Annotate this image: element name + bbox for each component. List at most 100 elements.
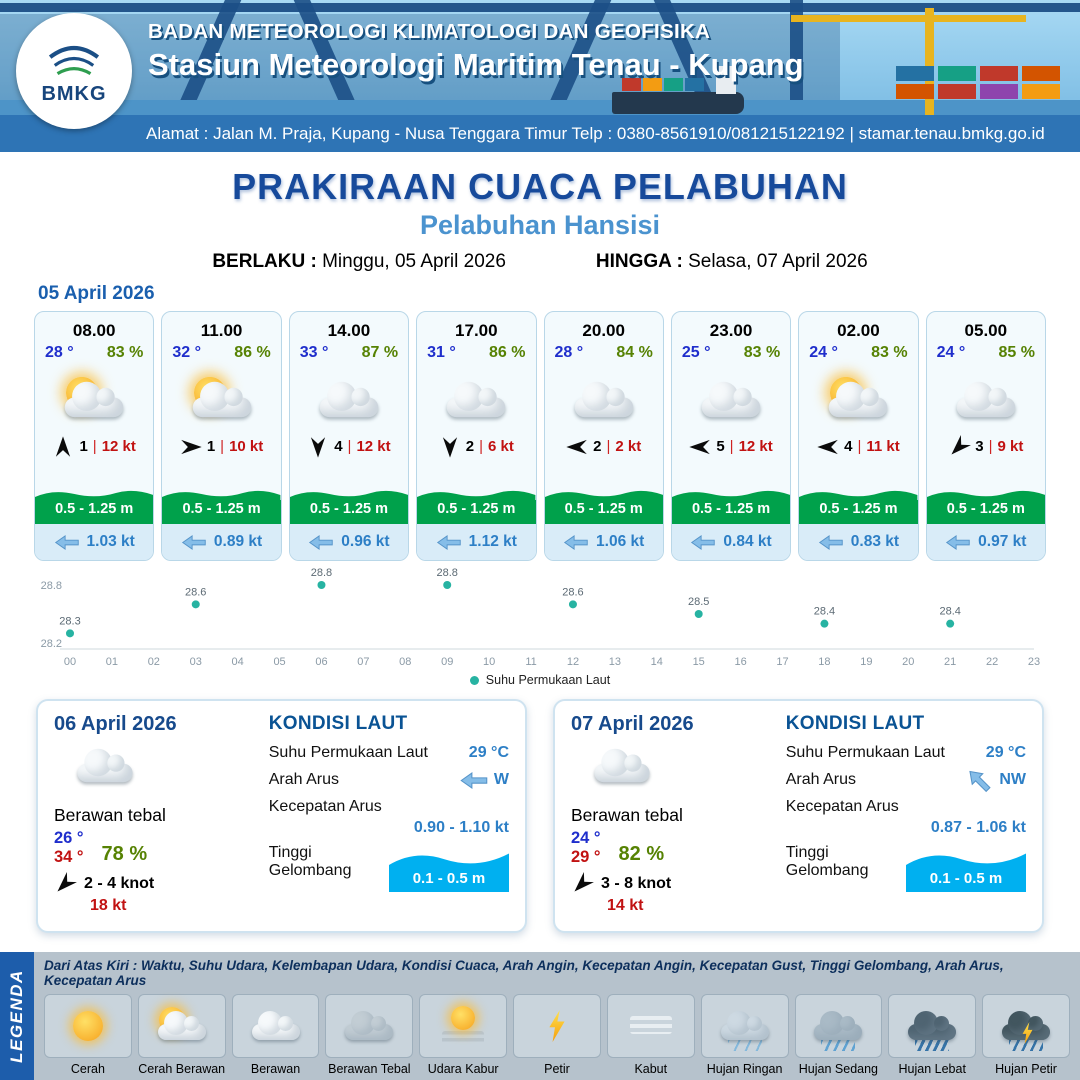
daily-wind-range: 2 - 4 knot — [84, 875, 155, 892]
bolt-part — [549, 1010, 565, 1042]
svg-text:15: 15 — [693, 656, 705, 668]
current-direction-label: Arah Arus — [268, 771, 340, 788]
legend-dot — [469, 675, 479, 685]
wind-direction-arrow — [817, 439, 838, 454]
card-weather-icon-area — [545, 362, 663, 438]
current-row: 0.89 kt — [162, 524, 281, 560]
cloud-part — [814, 1011, 863, 1040]
cloud-part — [157, 1011, 206, 1040]
card-time: 23.00 — [709, 321, 753, 340]
wave-height-band: 0.5 - 1.25 m — [544, 488, 663, 524]
legend-item: Berawan Tebal — [325, 994, 414, 1076]
chart-legend: Suhu Permukaan Laut — [30, 673, 1050, 687]
cloud-part — [77, 748, 133, 783]
svg-text:17: 17 — [776, 656, 788, 668]
divider: | — [479, 438, 483, 455]
crane-icon — [791, 15, 1026, 22]
legend-icon-tile — [137, 994, 226, 1058]
cloud-part — [720, 1011, 769, 1040]
forecast-cards-row: 08.00 28 ° 83 % 1 | 12 kt — [0, 311, 1080, 561]
header-text: BADAN METEOROLOGI KLIMATOLOGI DAN GEOFIS… — [148, 20, 804, 83]
svg-text:28.2: 28.2 — [41, 638, 62, 650]
svg-text:14: 14 — [651, 656, 663, 668]
current-direction-arrow — [460, 771, 488, 789]
cloud-part — [574, 381, 633, 418]
sst-label: Suhu Permukaan Laut — [268, 744, 428, 761]
card-wind-row: 3 | 9 kt — [927, 434, 1045, 455]
wave-height-row: Tinggi Gelombang 0.1 - 0.5 m — [786, 844, 1026, 892]
current-speed-range: 0.87 - 1.06 kt — [930, 819, 1026, 836]
legend-items-row: Cerah Cerah Berawan Berawan — [44, 994, 1070, 1076]
card-time: 05.00 — [964, 321, 1008, 340]
card-temp-humidity-row: 25 ° 83 % — [672, 341, 790, 362]
current-direction-arrow — [309, 534, 334, 550]
wind-gust: 2 kt — [615, 438, 642, 455]
legend-item: Cerah Berawan — [137, 994, 226, 1076]
wave-height-band: 0.5 - 1.25 m — [417, 488, 536, 524]
current-speed-range: 0.90 - 1.10 kt — [413, 819, 509, 836]
daily-wind-row: 2 - 4 knot — [54, 872, 259, 893]
current-direction-value: W — [460, 771, 509, 789]
svg-text:28.4: 28.4 — [814, 606, 835, 618]
wave-height-value: 0.5 - 1.25 m — [417, 500, 536, 524]
legend-title-bar: LEGENDA — [0, 952, 34, 1080]
legend-item: Cerah — [44, 994, 132, 1076]
cloud-part — [192, 381, 251, 418]
wave-crest-graphic — [35, 490, 154, 500]
cloud-part — [594, 748, 650, 783]
sea-surface-temp: 29 °C — [985, 744, 1026, 761]
wind-direction-arrow — [689, 439, 711, 454]
divider: | — [92, 438, 97, 455]
forecast-date: 05 April 2026 — [38, 283, 155, 304]
forecast-card: 08.00 28 ° 83 % 1 | 12 kt — [34, 311, 155, 561]
wave-height-label: Tinggi Gelombang — [785, 844, 869, 879]
weather-icon — [568, 373, 639, 427]
address-line: Alamat : Jalan M. Praja, Kupang - Nusa T… — [0, 115, 1080, 152]
card-temperature: 32 ° — [172, 344, 202, 361]
sea-conditions-title: KONDISI LAUT — [268, 713, 408, 734]
divider: | — [988, 438, 993, 455]
wind-direction-arrow — [181, 439, 202, 454]
card-temp-humidity-row: 24 ° 85 % — [927, 341, 1045, 362]
divider: | — [729, 438, 734, 455]
current-speed: 1.06 kt — [596, 533, 645, 550]
card-temperature: 31 ° — [427, 344, 456, 361]
wave-height-value: 0.5 - 1.25 m — [799, 500, 918, 524]
containers-icon — [1022, 66, 1060, 81]
current-speed: 0.89 kt — [213, 533, 263, 550]
legend-icon-tile — [44, 994, 132, 1058]
legend-weather-icon — [247, 1004, 305, 1048]
wind-gust: 12 kt — [101, 438, 136, 455]
legend-weather-icon — [59, 1004, 117, 1048]
current-direction-arrow — [691, 534, 716, 550]
daily-card-left: 06 April 2026 Berawan tebal 26 ° 34 ° 78… — [54, 713, 259, 919]
card-time: 20.00 — [582, 321, 625, 340]
card-humidity: 83 % — [106, 344, 144, 361]
wave-height-value: 0.5 - 1.25 m — [671, 500, 791, 524]
card-weather-icon-area — [927, 362, 1045, 438]
agency-name: BADAN METEOROLOGI KLIMATOLOGI DAN GEOFIS… — [148, 20, 711, 43]
card-humidity: 86 % — [489, 344, 526, 361]
wind-speed: 2 — [465, 438, 475, 455]
legend-icon-tile — [231, 994, 320, 1058]
sst-chart-section: 28.2 28.8 00 01 02 03 04 05 06 07 08 09 10 11 12 13 14 15… — [0, 561, 1080, 687]
daily-temps-row: 24 ° 29 ° 82 % — [571, 829, 776, 867]
legend-item: Berawan — [231, 994, 320, 1076]
current-direction-arrow — [818, 534, 843, 550]
wave-crest-graphic — [289, 490, 409, 500]
current-direction-label: Arah Arus — [785, 771, 857, 788]
card-time: 08.00 — [72, 321, 116, 340]
card-wind-row: 2 | 6 kt — [417, 436, 535, 458]
legend-item-label: Petir — [544, 1062, 570, 1076]
card-temperature: 24 ° — [809, 344, 838, 361]
wind-direction-arrow — [566, 439, 587, 454]
card-time: 11.00 — [200, 321, 243, 340]
daily-condition: Berawan tebal — [54, 805, 166, 825]
weather-icon — [696, 373, 767, 427]
card-time: 17.00 — [455, 321, 498, 340]
current-row: 0.97 kt — [926, 524, 1045, 560]
current-direction-arrow — [563, 534, 588, 550]
svg-text:28.8: 28.8 — [311, 567, 332, 579]
forecast-card: 17.00 31 ° 86 % 2 | 6 kt — [416, 311, 537, 561]
svg-text:12: 12 — [567, 656, 579, 668]
